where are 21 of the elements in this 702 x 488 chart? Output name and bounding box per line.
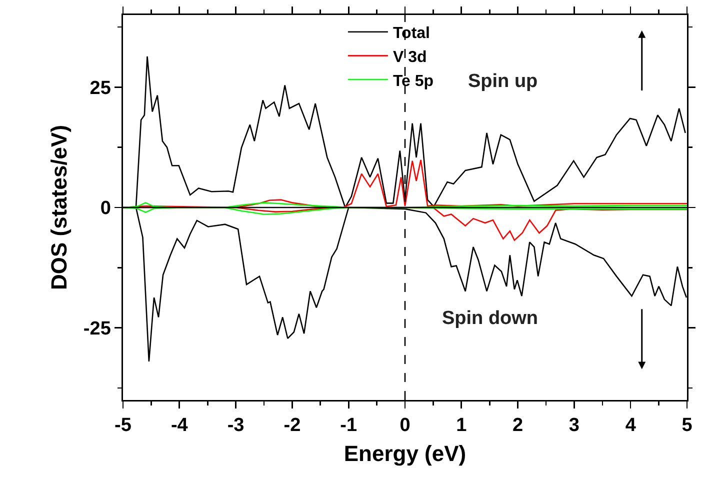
x-tick-label: 3 <box>568 415 580 436</box>
y-tick-label: -25 <box>83 318 112 340</box>
y-axis-title: DOS (states/eV) <box>46 124 72 290</box>
legend-label: Te 5p <box>392 72 434 90</box>
y-tick-label: 0 <box>100 198 111 220</box>
y-tick-label: 25 <box>90 78 112 99</box>
x-tick-label: 4 <box>625 415 636 436</box>
legend-label: V 3d <box>392 48 427 66</box>
x-tick-label: -4 <box>170 415 188 436</box>
x-tick-label: 0 <box>400 415 410 436</box>
x-tick-label: 2 <box>512 415 524 436</box>
annotation: Spin down <box>442 308 538 329</box>
x-tick-label: -5 <box>114 415 132 436</box>
x-axis-title: Energy (eV) <box>344 440 466 466</box>
x-tick-label: 1 <box>456 415 468 436</box>
x-tick-label: -2 <box>284 415 301 436</box>
x-tick-label: 5 <box>682 415 693 436</box>
annotation: Spin up <box>468 71 538 92</box>
x-tick-label: -1 <box>340 415 358 436</box>
x-tick-label: -3 <box>227 415 244 436</box>
legend-label: Total <box>392 25 430 42</box>
